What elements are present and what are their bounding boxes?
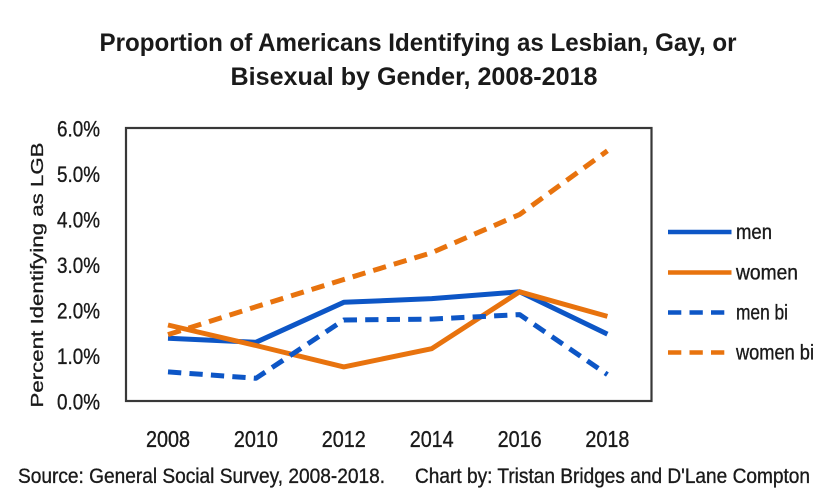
svg-text:2012: 2012	[322, 426, 366, 452]
svg-text:2008: 2008	[146, 426, 190, 452]
svg-text:1.0%: 1.0%	[57, 344, 100, 369]
svg-text:2018: 2018	[585, 426, 629, 452]
svg-text:women: women	[735, 262, 798, 285]
svg-text:Source: General Social Survey,: Source: General Social Survey, 2008-2018…	[18, 465, 385, 488]
svg-text:5.0%: 5.0%	[57, 162, 100, 187]
svg-text:Chart by: Tristan Bridges and: Chart by: Tristan Bridges and D'Lane Com…	[415, 465, 810, 488]
svg-text:6.0%: 6.0%	[57, 117, 100, 142]
svg-text:0.0%: 0.0%	[57, 390, 100, 415]
svg-text:women bi: women bi	[735, 342, 814, 365]
svg-text:Percent Identifying as LGB: Percent Identifying as LGB	[27, 143, 47, 408]
svg-text:Proportion of Americans Identi: Proportion of Americans Identifying as L…	[100, 29, 737, 57]
svg-text:2014: 2014	[410, 426, 454, 452]
svg-text:2010: 2010	[234, 426, 278, 452]
svg-text:2016: 2016	[498, 426, 542, 452]
svg-text:Bisexual by Gender, 2008-2018: Bisexual by Gender, 2008-2018	[231, 63, 598, 91]
svg-text:men: men	[736, 221, 772, 244]
svg-text:men bi: men bi	[736, 302, 788, 325]
svg-text:3.0%: 3.0%	[57, 253, 100, 278]
svg-text:4.0%: 4.0%	[57, 208, 100, 233]
svg-text:2.0%: 2.0%	[57, 299, 100, 324]
